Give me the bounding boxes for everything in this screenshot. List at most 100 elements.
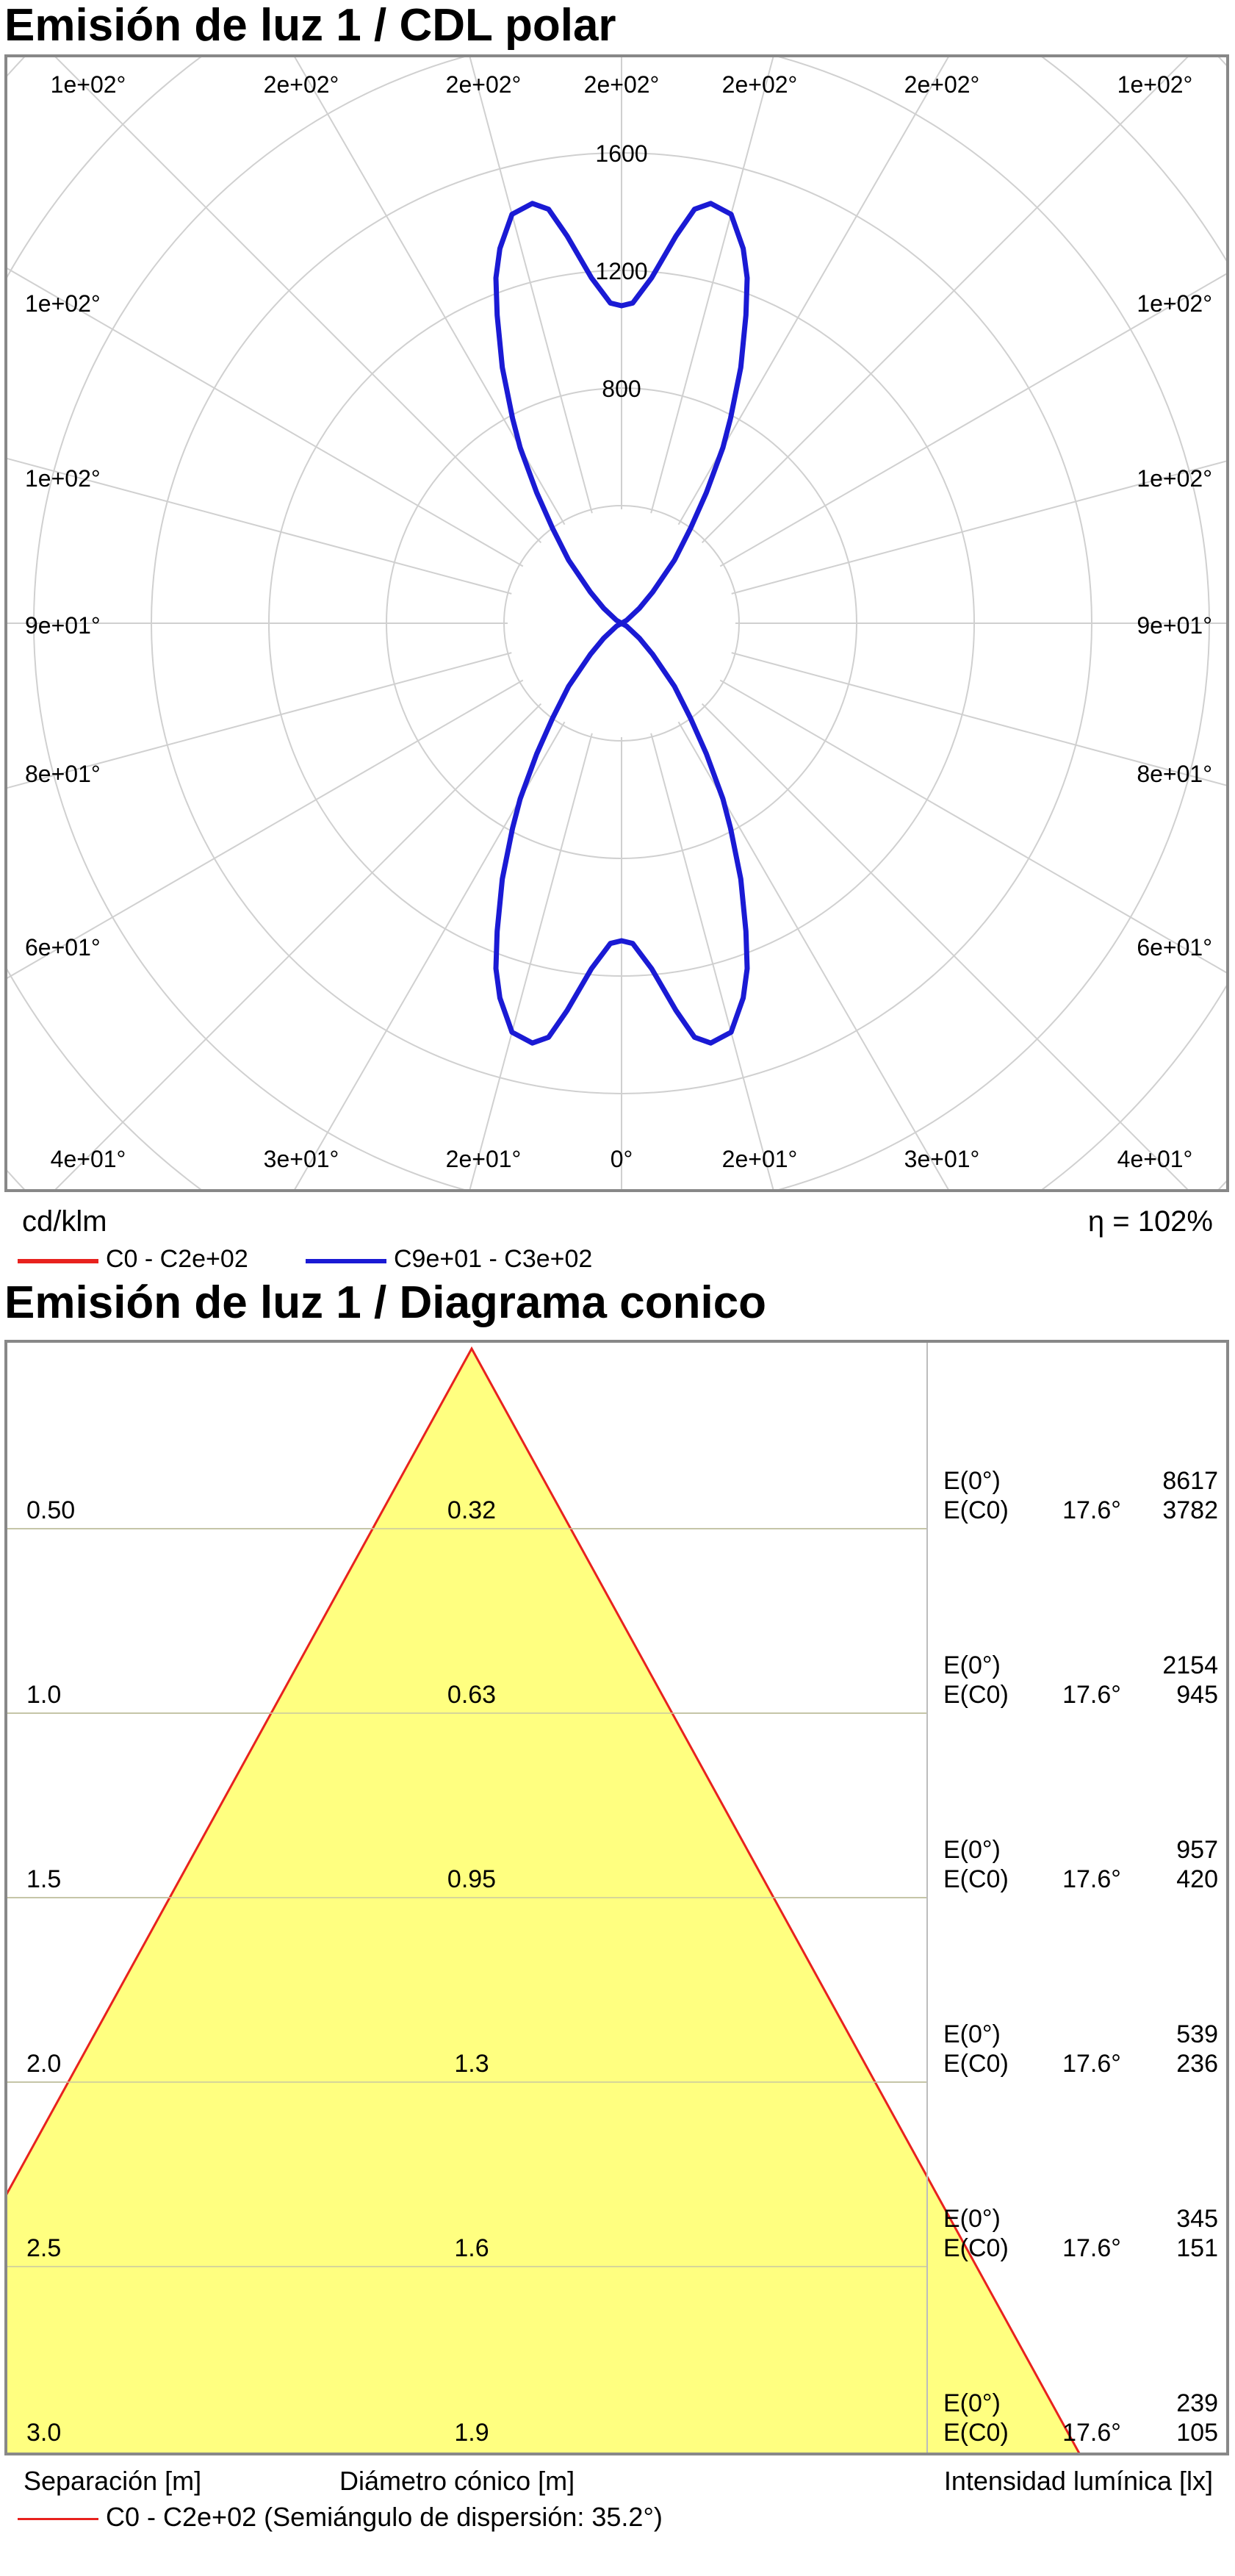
- legend-line-c90: [306, 1259, 386, 1263]
- cone-legend-line: [18, 2518, 98, 2520]
- polar-grid-spoke: [7, 679, 524, 979]
- polar-legend: C0 - C2e+02 C9e+01 - C3e+02: [18, 1245, 1223, 1277]
- cone-ec-label: E(C0): [943, 2234, 1009, 2262]
- polar-grid-spoke: [701, 57, 1189, 544]
- polar-grid-spoke: [731, 460, 1226, 595]
- polar-series-upper-lobe: [493, 201, 750, 626]
- polar-radial-tick-label: 1600: [595, 140, 647, 167]
- cone-e0-value: 8617: [1162, 1467, 1218, 1495]
- polar-grid-spoke: [469, 733, 593, 1189]
- cone-ec-label: E(C0): [943, 1865, 1009, 1893]
- polar-grid-spoke: [719, 679, 1226, 974]
- cone-e0-label: E(0°): [943, 2020, 1001, 2048]
- polar-angle-label-left: 6e+01°: [25, 934, 101, 961]
- cone-e0-label: E(0°): [943, 1467, 1001, 1495]
- cone-e0-value: 239: [1176, 2389, 1218, 2417]
- cone-e0-label: E(0°): [943, 2389, 1001, 2417]
- polar-grid-spoke: [677, 57, 949, 525]
- polar-angle-label-right: 1e+02°: [1137, 465, 1212, 492]
- legend-label-c90: C9e+01 - C3e+02: [394, 1245, 593, 1273]
- polar-angle-label-bottom: 0°: [611, 1146, 633, 1172]
- polar-angle-label-bottom: 3e+01°: [904, 1146, 980, 1172]
- polar-grid-spoke: [7, 652, 512, 789]
- polar-grid: [7, 57, 1226, 1189]
- cone-ec-label: E(C0): [943, 2050, 1009, 2078]
- polar-angle-label-right: 6e+01°: [1137, 934, 1212, 961]
- cone-separation-label: 2.0: [26, 2050, 61, 2078]
- cone-diameter-label: 1.6: [454, 2234, 489, 2262]
- footer-intensity: Intensidad lumínica [lx]: [943, 2466, 1213, 2496]
- cone-ec-value: 151: [1176, 2234, 1218, 2262]
- polar-grid-spoke: [719, 273, 1226, 567]
- cone-separation-label: 1.0: [26, 1681, 61, 1709]
- cone-ec-label: E(C0): [943, 1681, 1009, 1709]
- polar-angle-label-left: 8e+01°: [25, 761, 101, 787]
- polar-radial-tick-label: 1200: [595, 258, 647, 284]
- polar-angle-label-right: 8e+01°: [1137, 761, 1212, 787]
- cone-separation-label: 3.0: [26, 2419, 61, 2447]
- polar-grid-spoke: [650, 57, 774, 514]
- cone-e0-label: E(0°): [943, 1651, 1001, 1679]
- cone-chart: 0.50 0.32 E(0°) 8617 E(C0) 17.6° 3782 1.0 0.63 E(…: [7, 1343, 1218, 2453]
- efficiency-label: η = 102%: [1087, 1205, 1213, 1238]
- polar-angle-label-right: 9e+01°: [1137, 612, 1212, 639]
- cone-title: Emisión de luz 1 / Diagrama conico: [4, 1277, 767, 1328]
- cone-diameter-label: 1.3: [454, 2050, 489, 2078]
- cone-diameter-label: 0.63: [447, 1681, 496, 1709]
- legend-line-c0: [18, 1259, 98, 1263]
- cone-e0-label: E(0°): [943, 2205, 1001, 2233]
- polar-angle-label-left: 1e+02°: [25, 290, 101, 317]
- polar-grid-spoke: [294, 721, 566, 1189]
- polar-title: Emisión de luz 1 / CDL polar: [4, 0, 616, 51]
- cone-ec-angle: 17.6°: [1062, 1681, 1121, 1709]
- cone-e0-value: 345: [1176, 2205, 1218, 2233]
- legend-label-c0: C0 - C2e+02: [106, 1245, 248, 1273]
- cone-separation-label: 2.5: [26, 2234, 61, 2262]
- polar-angle-label-left: 9e+01°: [25, 612, 101, 639]
- cone-ec-label: E(C0): [943, 1496, 1009, 1524]
- polar-grid-spoke: [7, 268, 524, 567]
- polar-angle-label-bottom: 4e+01°: [51, 1146, 126, 1172]
- polar-chart: 800 1200 1600 1e+02° 2e+02° 2e+02° 2e+02° 2e+02…: [7, 57, 1226, 1189]
- polar-angle-label-top: 2e+02°: [584, 71, 660, 98]
- polar-grid-spoke: [7, 457, 512, 595]
- polar-angle-label-bottom: 2e+01°: [446, 1146, 522, 1172]
- cone-ec-value: 420: [1176, 1865, 1218, 1893]
- polar-angle-label-top: 2e+02°: [264, 71, 339, 98]
- polar-series-lower-lobe: [493, 620, 750, 1046]
- polar-angle-label-left: 1e+02°: [25, 465, 101, 492]
- cone-e0-value: 957: [1176, 1836, 1218, 1864]
- polar-grid-spoke: [650, 733, 774, 1189]
- cone-ec-angle: 17.6°: [1062, 2234, 1121, 2262]
- polar-grid-spoke: [731, 652, 1226, 786]
- polar-angle-label-top: 2e+02°: [904, 71, 980, 98]
- cone-ec-value: 236: [1176, 2050, 1218, 2078]
- polar-angle-label-top: 1e+02°: [1117, 71, 1193, 98]
- cone-e0-value: 539: [1176, 2020, 1218, 2048]
- polar-unit-label: cd/klm: [22, 1205, 107, 1238]
- cone-ec-value: 105: [1176, 2419, 1218, 2447]
- cone-ec-angle: 17.6°: [1062, 1496, 1121, 1524]
- cone-diameter-label: 1.9: [454, 2419, 489, 2447]
- polar-grid-spoke: [54, 57, 542, 544]
- cone-e0-value: 2154: [1162, 1651, 1218, 1679]
- cone-ec-angle: 17.6°: [1062, 1865, 1121, 1893]
- polar-grid-spoke: [294, 57, 566, 525]
- polar-angle-label-top: 2e+02°: [446, 71, 522, 98]
- cone-chart-frame: 0.50 0.32 E(0°) 8617 E(C0) 17.6° 3782 1.0 0.63 E(…: [4, 1340, 1229, 2455]
- polar-grid-spoke: [701, 703, 1189, 1189]
- cone-legend: C0 - C2e+02 (Semiángulo de dispersión: 3…: [18, 2502, 1223, 2534]
- cone-ec-angle: 17.6°: [1062, 2050, 1121, 2078]
- cone-diameter-label: 0.32: [447, 1496, 496, 1524]
- cone-ec-value: 3782: [1162, 1496, 1218, 1524]
- polar-angle-label-top: 1e+02°: [51, 71, 126, 98]
- footer-separation: Separación [m]: [24, 2466, 202, 2496]
- polar-angle-label-bottom: 3e+01°: [264, 1146, 339, 1172]
- cone-e0-label: E(0°): [943, 1836, 1001, 1864]
- cone-ec-angle: 17.6°: [1062, 2419, 1121, 2447]
- cone-shape: [7, 1346, 1081, 2453]
- polar-grid-spoke: [677, 721, 949, 1189]
- polar-grid-spoke: [469, 57, 593, 514]
- footer-diameter: Diámetro cónico [m]: [339, 2466, 575, 2496]
- polar-angle-label-top: 2e+02°: [722, 71, 798, 98]
